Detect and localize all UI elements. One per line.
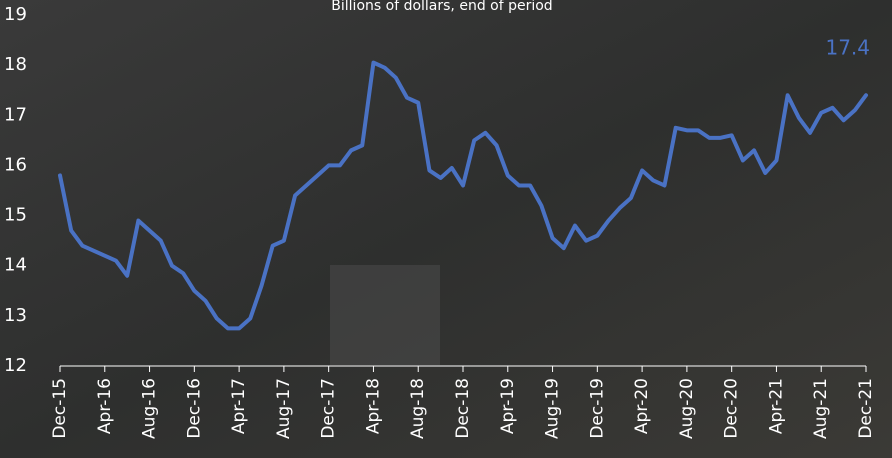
x-tick-label: Dec-16 <box>184 378 204 439</box>
x-tick-label: Dec-18 <box>453 378 473 439</box>
y-tick-label: 14 <box>4 255 27 276</box>
x-tick-label: Aug-16 <box>140 378 160 439</box>
line-series <box>58 60 868 331</box>
x-tick-label: Aug-17 <box>274 378 294 439</box>
x-tick-label: Apr-17 <box>229 378 249 434</box>
subtitle: Billions of dollars, end of period <box>331 0 552 14</box>
x-tick-label: Dec-15 <box>50 378 70 439</box>
y-tick-label: 17 <box>4 104 27 125</box>
x-tick-label: Aug-19 <box>543 378 563 439</box>
y-tick-label: 12 <box>4 355 27 376</box>
x-tick-label: Dec-17 <box>319 378 339 439</box>
x-tick-label: Apr-19 <box>498 378 518 434</box>
x-tick-label: Aug-21 <box>811 378 831 439</box>
x-tick-label: Apr-16 <box>95 378 115 434</box>
y-tick-label: 18 <box>4 54 27 75</box>
y-tick-label: 16 <box>4 154 27 175</box>
y-tick-label: 15 <box>4 205 27 226</box>
x-tick-label: Dec-21 <box>856 378 876 439</box>
x-tick-label: Dec-20 <box>722 378 742 439</box>
y-tick-label: 13 <box>4 305 27 326</box>
background-building <box>330 265 440 365</box>
y-tick-label: 19 <box>4 4 27 25</box>
data-label: 17.4 <box>825 36 870 60</box>
x-tick-label: Dec-19 <box>587 378 607 439</box>
x-tick-label: Aug-20 <box>677 378 697 439</box>
x-tick-label: Apr-20 <box>632 378 652 434</box>
x-tick-label: Apr-18 <box>363 378 383 434</box>
x-tick-label: Apr-21 <box>766 378 786 434</box>
x-tick-label: Aug-18 <box>408 378 428 439</box>
